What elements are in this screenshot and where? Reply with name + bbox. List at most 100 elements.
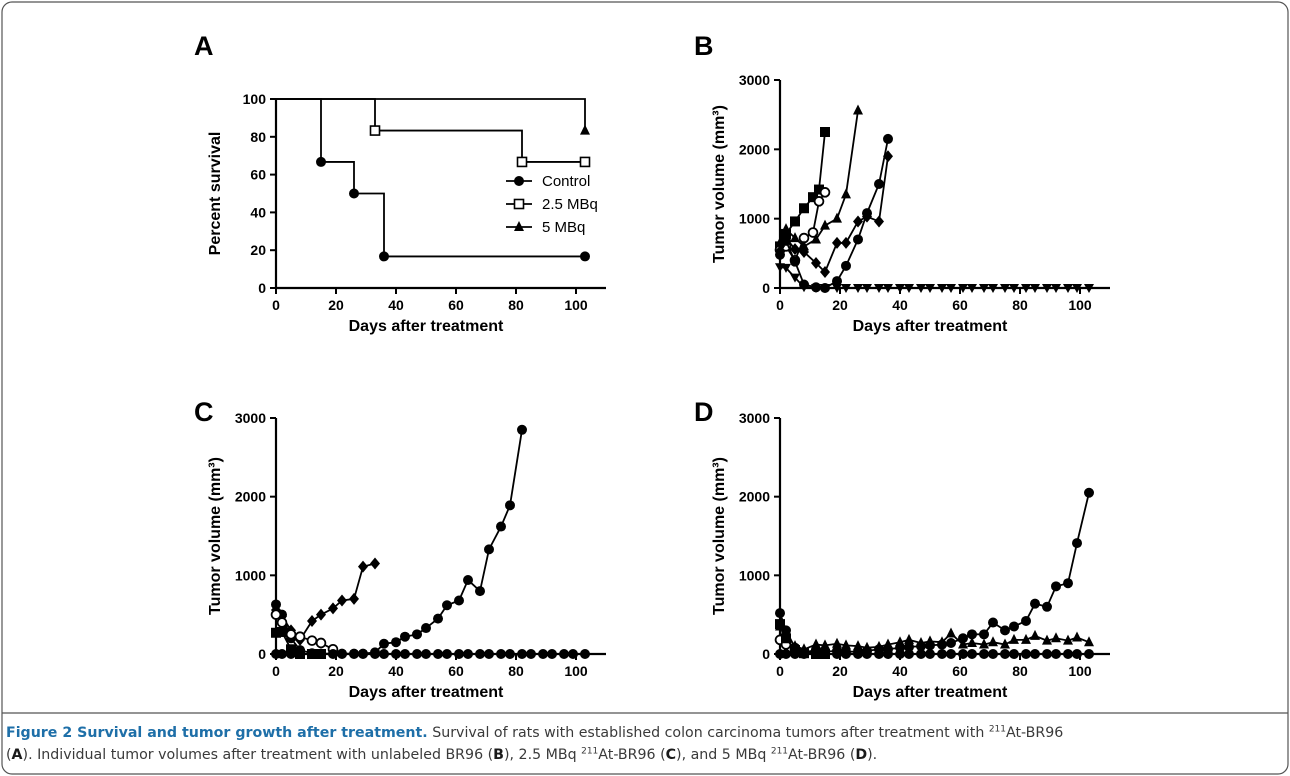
data-point <box>306 635 318 646</box>
data-point <box>988 636 998 647</box>
data-point <box>874 179 884 189</box>
data-point <box>1030 629 1040 640</box>
data-point <box>1051 632 1061 643</box>
caption-text-2e: ), and 5 MBq <box>676 747 771 763</box>
data-point <box>988 649 998 659</box>
data-point <box>790 649 800 659</box>
x-axis-title: Days after treatment <box>349 318 504 335</box>
data-point <box>1063 649 1073 659</box>
y-tick-label: 0 <box>258 280 266 296</box>
data-point <box>1009 284 1019 293</box>
data-point <box>276 617 288 628</box>
data-point <box>1009 633 1019 644</box>
data-point <box>1000 649 1010 659</box>
data-point <box>454 649 464 659</box>
data-point <box>811 649 821 659</box>
caption-title: Figure 2 Survival and tumor growth after… <box>6 725 428 741</box>
panel-a: A 0 20 40 60 80 100 0 20 40 60 80 100 Days after trea… <box>194 31 606 335</box>
x-tick-label: 60 <box>448 663 464 679</box>
data-point <box>979 649 989 659</box>
data-point <box>790 216 800 227</box>
data-point <box>349 188 359 199</box>
data-point <box>1000 638 1010 649</box>
y-tick-label: 2000 <box>235 489 266 505</box>
y-tick-label: 3000 <box>235 410 266 426</box>
data-point <box>349 592 359 605</box>
data-point <box>937 649 947 659</box>
data-point <box>811 257 821 270</box>
data-point <box>916 284 926 293</box>
data-point <box>799 240 809 251</box>
data-point <box>853 284 863 293</box>
data-point <box>832 284 842 293</box>
caption-agent: At-BR96 <box>598 747 656 763</box>
data-point <box>807 227 819 238</box>
data-point <box>1021 615 1031 626</box>
data-point <box>496 521 506 532</box>
data-point <box>579 156 591 168</box>
data-point <box>967 649 977 659</box>
data-point <box>400 631 410 642</box>
data-point <box>841 284 851 293</box>
data-point <box>1021 633 1031 644</box>
data-point <box>925 649 935 659</box>
data-point <box>442 600 452 611</box>
data-point <box>370 649 380 659</box>
y-tick-label: 100 <box>243 91 267 107</box>
data-point <box>496 649 506 659</box>
data-point <box>1042 634 1052 645</box>
caption-text-2c: ), 2.5 MBq <box>503 747 582 763</box>
y-tick-label: 0 <box>762 646 770 662</box>
data-point <box>463 649 473 659</box>
series-line <box>276 98 585 163</box>
data-point <box>538 649 548 659</box>
data-point <box>775 249 785 260</box>
data-point <box>895 636 905 647</box>
series-line <box>276 98 586 131</box>
data-point <box>475 649 485 659</box>
data-point <box>337 594 347 607</box>
data-point <box>937 636 947 647</box>
data-point <box>895 284 905 293</box>
caption-line-2: (A). Individual tumor volumes after trea… <box>6 744 1282 766</box>
data-point <box>307 614 317 627</box>
data-point <box>316 649 326 659</box>
data-point <box>526 649 536 659</box>
data-point <box>559 649 569 659</box>
data-point <box>841 188 851 199</box>
caption-isotope: 211 <box>988 724 1007 735</box>
y-tick-label: 40 <box>250 204 266 220</box>
data-point <box>463 575 473 586</box>
data-point <box>946 649 956 659</box>
data-point <box>799 283 809 293</box>
data-point <box>369 125 381 136</box>
data-point <box>781 235 791 246</box>
data-point <box>1000 625 1010 636</box>
panel-label: A <box>194 31 214 61</box>
data-point <box>853 640 863 651</box>
data-point <box>814 184 824 195</box>
data-point <box>307 649 317 659</box>
data-point <box>484 649 494 659</box>
data-point <box>967 284 977 293</box>
data-point <box>904 633 914 644</box>
data-point <box>1051 284 1061 293</box>
data-point <box>862 208 872 219</box>
data-point <box>358 560 368 573</box>
x-tick-label: 0 <box>272 297 280 313</box>
data-point <box>379 649 389 659</box>
data-point <box>946 284 956 293</box>
data-point <box>811 284 821 293</box>
data-point <box>775 608 785 619</box>
data-point <box>967 636 977 647</box>
x-tick-label: 100 <box>564 663 588 679</box>
data-point <box>1009 621 1019 632</box>
data-point <box>1072 538 1082 549</box>
caption-text-2f: ( <box>845 747 856 763</box>
series-line <box>276 98 585 258</box>
x-tick-label: 0 <box>272 663 280 679</box>
caption-ref-d: D <box>855 747 868 763</box>
caption-text-2g: ). <box>867 747 878 763</box>
x-tick-label: 80 <box>508 663 524 679</box>
x-tick-label: 20 <box>328 297 344 313</box>
